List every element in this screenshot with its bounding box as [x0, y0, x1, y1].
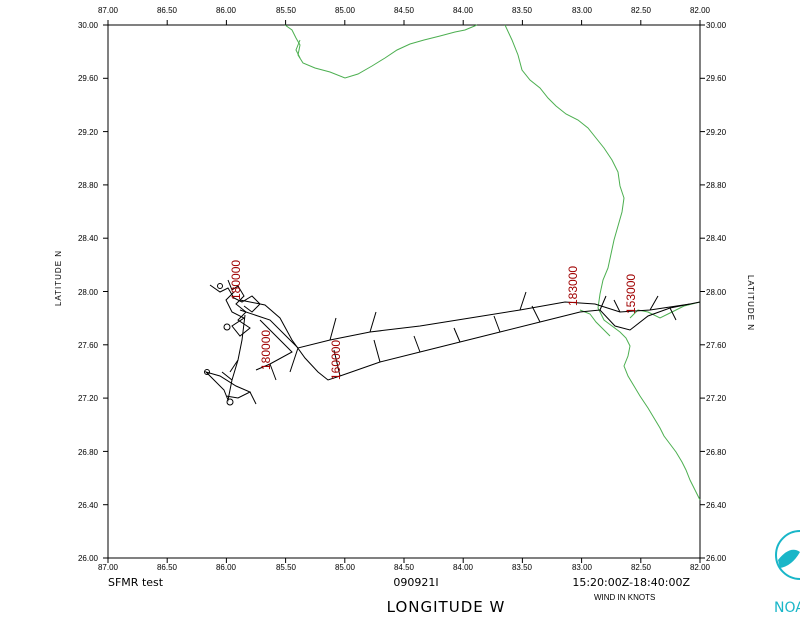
time-label: 160000 — [329, 340, 343, 380]
lon-labels-bottom: 87.00 86.50 86.00 85.50 85.00 84.50 84.0… — [98, 563, 711, 572]
logo-text: NOA — [774, 600, 800, 616]
lon-label: 86.50 — [157, 6, 178, 15]
lon-label: 84.50 — [394, 6, 415, 15]
lon-label: 87.00 — [98, 6, 119, 15]
lat-label: 30.00 — [78, 21, 99, 30]
lon-label: 82.00 — [690, 563, 711, 572]
lat-label: 27.20 — [706, 394, 727, 403]
lon-label: 86.50 — [157, 563, 178, 572]
lat-label: 28.40 — [78, 234, 99, 243]
lat-label: 28.00 — [78, 288, 99, 297]
lat-label: 28.80 — [706, 181, 727, 190]
time-labels: 180000 160000 183000 153000 180000 — [229, 260, 638, 380]
footer-center: 090921I — [393, 576, 438, 589]
footer-left: SFMR test — [108, 576, 164, 589]
lat-label: 29.20 — [78, 128, 99, 137]
lat-label: 28.40 — [706, 234, 727, 243]
lon-label: 83.50 — [512, 6, 533, 15]
time-label: 183000 — [566, 266, 580, 306]
lon-label: 86.00 — [216, 6, 237, 15]
lat-label: 26.40 — [78, 501, 99, 510]
lat-label: 30.00 — [706, 21, 727, 30]
lon-label: 86.00 — [216, 563, 237, 572]
lat-labels-right: 30.00 29.60 29.20 28.80 28.40 28.00 27.6… — [706, 21, 727, 563]
coastline — [284, 24, 701, 501]
time-label: 153000 — [624, 274, 638, 314]
lon-label: 83.50 — [512, 563, 533, 572]
flight-track — [204, 279, 701, 406]
footer-right: 15:20:00Z-18:40:00Z — [572, 576, 690, 589]
lon-label: 83.00 — [572, 563, 593, 572]
lon-label: 83.00 — [572, 6, 593, 15]
lat-label: 28.00 — [706, 288, 727, 297]
time-label: 180000 — [229, 260, 243, 300]
noaa-logo: NOA — [774, 530, 800, 616]
lon-label: 87.00 — [98, 563, 119, 572]
lat-label: 26.00 — [78, 554, 99, 563]
time-label: 180000 — [259, 330, 273, 370]
lat-label: 29.60 — [706, 74, 727, 83]
plot-frame — [107, 24, 701, 559]
lon-label: 85.50 — [276, 563, 297, 572]
axis-ticks — [103, 20, 705, 563]
x-axis-title: LONGITUDE W — [387, 598, 506, 616]
wind-note: WIND IN KNOTS — [594, 593, 655, 602]
lat-labels-left: 30.00 29.60 29.20 28.80 28.40 28.00 27.6… — [78, 21, 99, 563]
lat-label: 27.60 — [78, 341, 99, 350]
lat-label: 29.20 — [706, 128, 727, 137]
lat-label: 27.20 — [78, 394, 99, 403]
lat-label: 26.40 — [706, 501, 727, 510]
lon-label: 84.00 — [453, 6, 474, 15]
lat-label: 26.00 — [706, 554, 727, 563]
lat-label: 27.60 — [706, 341, 727, 350]
lat-label: 26.80 — [78, 448, 99, 457]
lon-labels-top: 87.00 86.50 86.00 85.50 85.00 84.50 84.0… — [98, 6, 711, 15]
lon-label: 85.00 — [335, 6, 356, 15]
lon-label: 82.00 — [690, 6, 711, 15]
lon-label: 84.00 — [453, 563, 474, 572]
y-axis-title-right: LATITUDE N — [746, 275, 755, 331]
lat-label: 28.80 — [78, 181, 99, 190]
lon-label: 82.50 — [631, 563, 652, 572]
lon-label: 82.50 — [631, 6, 652, 15]
lon-label: 84.50 — [394, 563, 415, 572]
wind-barbs — [221, 291, 677, 405]
lat-label: 29.60 — [78, 74, 99, 83]
lon-label: 85.00 — [335, 563, 356, 572]
lon-label: 85.50 — [276, 6, 297, 15]
y-axis-title-left: LATITUDE N — [54, 250, 63, 306]
lat-label: 26.80 — [706, 448, 727, 457]
